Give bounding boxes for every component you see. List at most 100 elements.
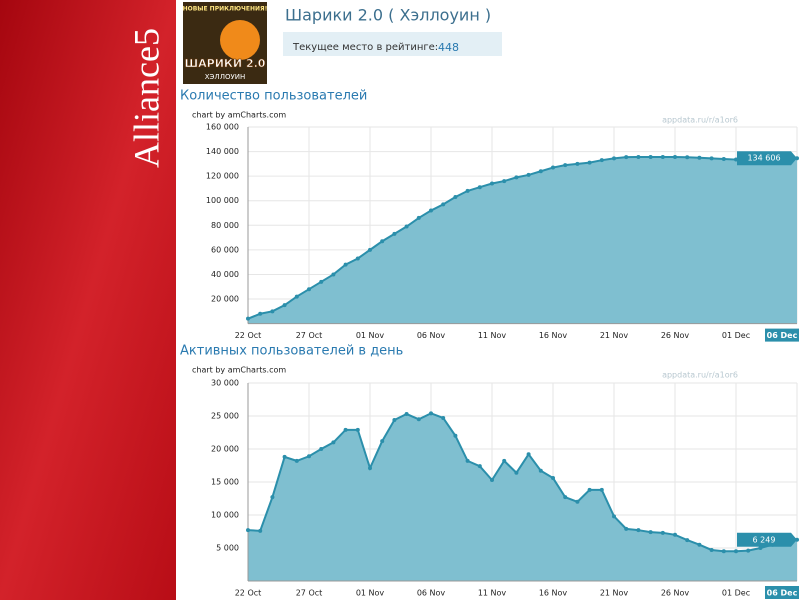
point <box>392 231 397 236</box>
icon-title: ШАРИКИ 2.0 <box>185 57 266 70</box>
line <box>247 155 798 320</box>
value-label-box <box>737 532 797 547</box>
point <box>563 163 568 168</box>
point <box>319 447 324 451</box>
point <box>490 181 494 186</box>
point <box>575 161 580 166</box>
chart-title: Количество пользователей <box>180 89 367 104</box>
point <box>441 415 446 420</box>
point <box>599 487 604 492</box>
point <box>709 156 714 161</box>
point <box>551 476 555 481</box>
point <box>721 549 726 554</box>
x-tick-label: 06 Nov <box>417 589 446 598</box>
chart-title: Активных пользователей в день <box>180 344 403 359</box>
rank-box <box>283 32 502 56</box>
point <box>514 175 519 180</box>
x-tick-label: 16 Nov <box>539 589 568 598</box>
point <box>734 549 738 554</box>
x-tick-label: 16 Nov <box>539 331 568 340</box>
point <box>319 279 324 284</box>
x-tick-label: 01 Nov <box>356 331 385 340</box>
point <box>648 154 653 159</box>
point <box>673 532 677 537</box>
point <box>721 156 726 161</box>
point <box>746 548 751 553</box>
point <box>246 316 250 321</box>
pumpkin <box>220 20 260 60</box>
point <box>526 172 531 177</box>
point <box>587 160 592 165</box>
x-tick-label: 27 Oct <box>296 331 323 340</box>
y-tick-label: 160 000 <box>206 123 239 132</box>
icon-sub: ХЭЛЛОУИН <box>205 73 246 81</box>
rank-label: Текущее место в рейтинге: <box>292 42 438 53</box>
point <box>477 464 482 469</box>
point <box>514 470 519 475</box>
point <box>477 185 482 190</box>
point <box>551 165 555 170</box>
point <box>355 256 360 261</box>
value-label-box <box>737 151 797 166</box>
point <box>636 154 641 159</box>
y-tick-label: 100 000 <box>206 196 239 205</box>
y-tick-label: 80 000 <box>211 221 239 230</box>
point <box>563 495 568 500</box>
point <box>258 311 263 316</box>
x-tick-label: 06 Nov <box>417 331 446 340</box>
point <box>429 411 433 416</box>
point <box>307 287 311 292</box>
point <box>258 528 263 533</box>
icon-top: НОВЫЕ ПРИКЛЮЧЕНИЯ! <box>183 6 268 13</box>
point <box>246 528 250 533</box>
x-tick-label: 01 Dec <box>722 589 750 598</box>
value-label: 134 606 <box>747 154 780 163</box>
point <box>612 514 616 519</box>
value-label: 6 249 <box>753 535 776 544</box>
point <box>673 154 677 159</box>
point <box>294 458 299 463</box>
point <box>404 224 409 229</box>
y-tick-label: 20 000 <box>211 295 239 304</box>
point <box>624 526 629 531</box>
point <box>453 433 458 438</box>
point <box>502 458 507 463</box>
watermark: appdata.ru/r/a1or6 <box>662 371 738 380</box>
side-band <box>0 0 176 600</box>
rank-value: 448 <box>438 41 459 54</box>
point <box>429 208 433 213</box>
point <box>270 309 275 314</box>
point <box>502 179 507 184</box>
app-title: Шарики 2.0 ( Хэллоуин ) <box>285 6 491 25</box>
x-tick-label: 01 Dec <box>722 331 750 340</box>
y-tick-label: 20 000 <box>211 445 239 454</box>
x-tick-label: 11 Nov <box>478 331 507 340</box>
point <box>624 155 629 160</box>
point <box>538 169 543 174</box>
x-tick-label: 21 Nov <box>600 331 629 340</box>
point <box>685 155 690 160</box>
point <box>343 262 348 267</box>
y-tick-label: 40 000 <box>211 270 239 279</box>
point <box>380 239 385 244</box>
point <box>599 158 604 163</box>
x-tick-label: 22 Oct <box>235 331 262 340</box>
line <box>247 412 798 553</box>
area <box>248 413 797 581</box>
point <box>294 294 299 299</box>
x-tick-label: 06 Dec <box>767 331 798 340</box>
point <box>612 156 616 161</box>
point <box>307 454 311 459</box>
point <box>685 538 690 543</box>
x-tick-label: 21 Nov <box>600 589 629 598</box>
point <box>368 247 372 252</box>
y-tick-label: 120 000 <box>206 172 239 181</box>
point <box>660 154 665 159</box>
x-tick-label: 01 Nov <box>356 589 385 598</box>
y-tick-label: 25 000 <box>211 412 239 421</box>
point <box>441 202 446 207</box>
x-cursor-box <box>765 586 799 599</box>
y-tick-label: 30 000 <box>211 379 239 388</box>
point <box>282 454 287 459</box>
